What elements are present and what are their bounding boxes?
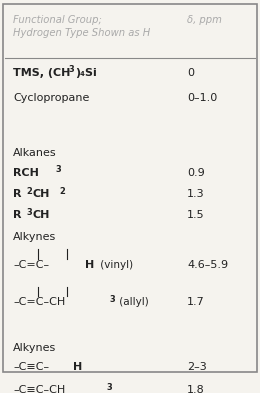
FancyBboxPatch shape (3, 4, 257, 372)
Text: (vinyl): (vinyl) (97, 260, 133, 270)
Text: Alkanes: Alkanes (13, 148, 57, 158)
Text: 0: 0 (187, 68, 194, 78)
Text: 3: 3 (68, 65, 74, 74)
Text: 1.3: 1.3 (187, 189, 205, 199)
Text: –C=C–: –C=C– (13, 260, 49, 270)
Text: 0.9: 0.9 (187, 167, 205, 178)
Text: R: R (13, 210, 22, 220)
Text: 1.8: 1.8 (187, 385, 205, 393)
Text: –C≡C–CH: –C≡C–CH (13, 385, 65, 393)
Text: )₄Si: )₄Si (75, 68, 97, 78)
Text: RCH: RCH (13, 167, 39, 178)
Text: CH: CH (32, 210, 50, 220)
Text: (allyl): (allyl) (116, 297, 148, 307)
Text: 2: 2 (59, 187, 65, 196)
Text: TMS, (CH: TMS, (CH (13, 68, 70, 78)
Text: 3: 3 (109, 295, 115, 304)
Text: CH: CH (32, 189, 50, 199)
Text: 3: 3 (106, 382, 112, 391)
Text: 3: 3 (55, 165, 61, 174)
Text: 1.5: 1.5 (187, 210, 205, 220)
Text: δ, ppm: δ, ppm (187, 15, 222, 25)
Text: –C=C–CH: –C=C–CH (13, 297, 65, 307)
Text: 2–3: 2–3 (187, 362, 207, 372)
Text: Alkynes: Alkynes (13, 232, 56, 242)
Text: Cyclopropane: Cyclopropane (13, 93, 89, 103)
Text: 0–1.0: 0–1.0 (187, 93, 217, 103)
Text: H: H (85, 260, 95, 270)
Text: 3: 3 (26, 208, 32, 217)
Text: 1.7: 1.7 (187, 297, 205, 307)
Text: H: H (73, 362, 82, 372)
Text: –C≡C–: –C≡C– (13, 362, 49, 372)
Text: 2: 2 (26, 187, 32, 196)
Text: Functional Group;
Hydrogen Type Shown as H: Functional Group; Hydrogen Type Shown as… (13, 15, 150, 38)
Text: 4.6–5.9: 4.6–5.9 (187, 260, 228, 270)
Text: Alkynes: Alkynes (13, 343, 56, 353)
Text: R: R (13, 189, 22, 199)
